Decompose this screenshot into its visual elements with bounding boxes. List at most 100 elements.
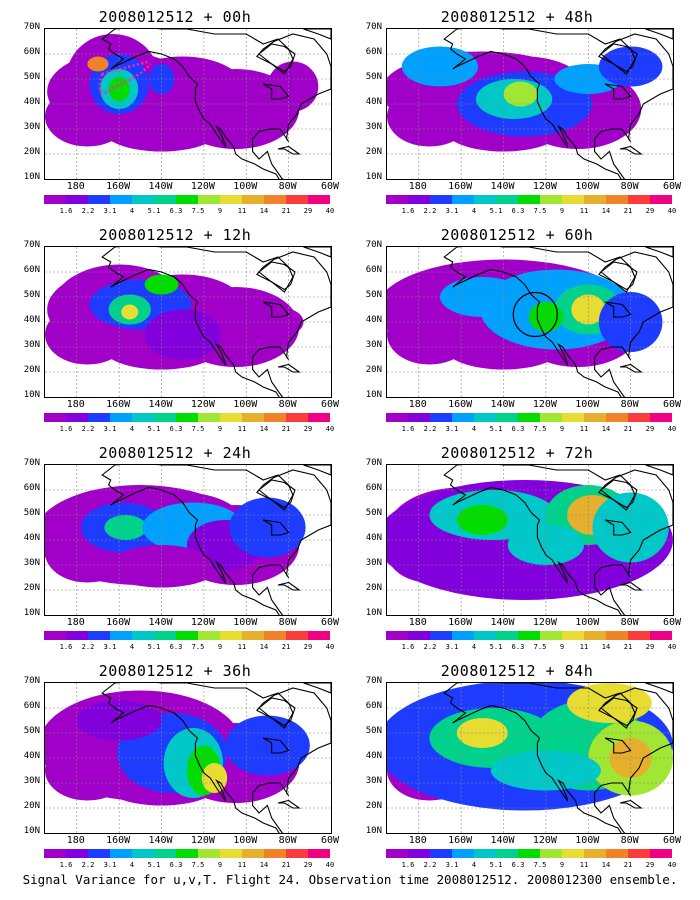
- lon-tick-label: 120W: [532, 617, 557, 628]
- colorbar-label: 9: [559, 207, 565, 215]
- colorbar-swatch: [606, 195, 628, 204]
- lon-tick-label: 80W: [620, 181, 639, 192]
- panel-title: 2008012512 + 72h: [440, 444, 594, 462]
- colorbar: [386, 849, 672, 858]
- colorbar-swatch: [540, 195, 562, 204]
- variance-contour: [592, 492, 669, 563]
- colorbar: [44, 195, 330, 204]
- colorbar-label: 4: [129, 425, 135, 433]
- colorbar-swatch: [606, 631, 628, 640]
- colorbar-swatch: [408, 413, 430, 422]
- lat-tick-label: 60N: [23, 47, 40, 57]
- colorbar: [44, 849, 330, 858]
- colorbar-label: 5.1: [147, 861, 161, 869]
- lon-tick-label: 120W: [532, 399, 557, 410]
- coastline: [604, 301, 632, 318]
- colorbar-label: 21: [281, 207, 291, 215]
- colorbar-label: 2.2: [81, 643, 95, 651]
- colorbar-swatch: [198, 413, 220, 422]
- map-plot: [44, 464, 332, 616]
- map-plot: [386, 246, 674, 398]
- colorbar-swatch: [66, 849, 88, 858]
- lon-tick-label: 120W: [532, 835, 557, 846]
- lon-tick-label: 60W: [320, 399, 340, 410]
- colorbar-swatch: [496, 849, 518, 858]
- lon-tick-label: 120W: [190, 617, 215, 628]
- colorbar-label: 21: [623, 425, 633, 433]
- colorbar-label: 21: [623, 643, 633, 651]
- colorbar-label: 40: [325, 861, 335, 869]
- lon-tick-label: 100W: [233, 181, 258, 192]
- lat-tick-label: 60N: [23, 265, 40, 275]
- coastline: [277, 145, 301, 155]
- colorbar-swatch: [518, 413, 540, 422]
- lon-tick-label: 140W: [490, 399, 515, 410]
- panel-title: 2008012512 + 24h: [98, 444, 252, 462]
- colorbar-swatch: [474, 413, 496, 422]
- lat-tick-label: 20N: [23, 583, 40, 593]
- colorbar-swatch: [176, 413, 198, 422]
- coastline: [262, 737, 290, 754]
- colorbar-label: 40: [667, 425, 677, 433]
- lon-tick-label: 80W: [278, 617, 297, 628]
- variance-contour: [225, 715, 310, 776]
- colorbar-swatch: [66, 413, 88, 422]
- lat-tick-label: 20N: [365, 583, 382, 593]
- colorbar-swatch: [242, 849, 264, 858]
- colorbar-swatch: [562, 849, 584, 858]
- lat-tick-label: 50N: [23, 72, 40, 82]
- lat-tick-label: 30N: [365, 558, 382, 568]
- coastline: [619, 799, 643, 809]
- variance-contour: [401, 46, 479, 87]
- colorbar-swatch: [242, 631, 264, 640]
- lon-tick-label: 160W: [106, 399, 131, 410]
- colorbar-swatch: [408, 195, 430, 204]
- colorbar-swatch: [628, 849, 650, 858]
- map-panel: 2008012512 + 24h 70N 60N 50N 40N 30N 20N 10N 180…: [10, 444, 340, 656]
- lon-tick-label: 180: [408, 617, 427, 628]
- colorbar-swatch: [518, 195, 540, 204]
- lat-tick-label: 50N: [365, 290, 382, 300]
- lat-tick-label: 70N: [365, 240, 382, 250]
- lon-tick-label: 180: [408, 835, 427, 846]
- variance-contour: [571, 294, 606, 325]
- map-panel: 2008012512 + 84h 70N 60N 50N 40N 30N 20N 10N 180…: [352, 662, 682, 874]
- lon-tick-label: 160W: [448, 181, 473, 192]
- colorbar-swatch: [474, 195, 496, 204]
- colorbar-label: 9: [559, 861, 565, 869]
- colorbar-label: 29: [645, 861, 655, 869]
- colorbar: [386, 631, 672, 640]
- lon-tick-label: 100W: [233, 835, 258, 846]
- coastline: [258, 479, 296, 509]
- lon-tick-label: 160W: [106, 617, 131, 628]
- colorbar-label: 2.2: [81, 425, 95, 433]
- lat-tick-label: 70N: [23, 22, 40, 32]
- lat-tick-label: 40N: [365, 751, 382, 761]
- lon-tick-label: 60W: [662, 617, 682, 628]
- colorbar-label: 21: [281, 861, 291, 869]
- colorbar-label: 1.6: [401, 643, 415, 651]
- coastline: [262, 519, 290, 536]
- coastline: [303, 29, 331, 40]
- lat-tick-label: 50N: [365, 72, 382, 82]
- colorbar: [386, 195, 672, 204]
- variance-contour: [503, 81, 538, 107]
- colorbar-label: 40: [667, 861, 677, 869]
- colorbar-label: 6.3: [511, 643, 525, 651]
- colorbar-label: 9: [559, 425, 565, 433]
- colorbar-swatch: [242, 195, 264, 204]
- colorbar-label: 40: [325, 643, 335, 651]
- colorbar-label: 3.1: [103, 425, 117, 433]
- lon-tick-label: 100W: [575, 399, 600, 410]
- colorbar-label: 7.5: [533, 861, 547, 869]
- colorbar-swatch: [264, 631, 286, 640]
- lat-tick-label: 40N: [365, 315, 382, 325]
- colorbar-swatch: [496, 195, 518, 204]
- colorbar-label: 11: [237, 425, 247, 433]
- colorbar-label: 4: [471, 861, 477, 869]
- lat-tick-label: 50N: [365, 508, 382, 518]
- coastline: [645, 29, 673, 40]
- lat-tick-label: 20N: [365, 365, 382, 375]
- variance-contour: [609, 738, 652, 778]
- colorbar-label: 14: [259, 207, 269, 215]
